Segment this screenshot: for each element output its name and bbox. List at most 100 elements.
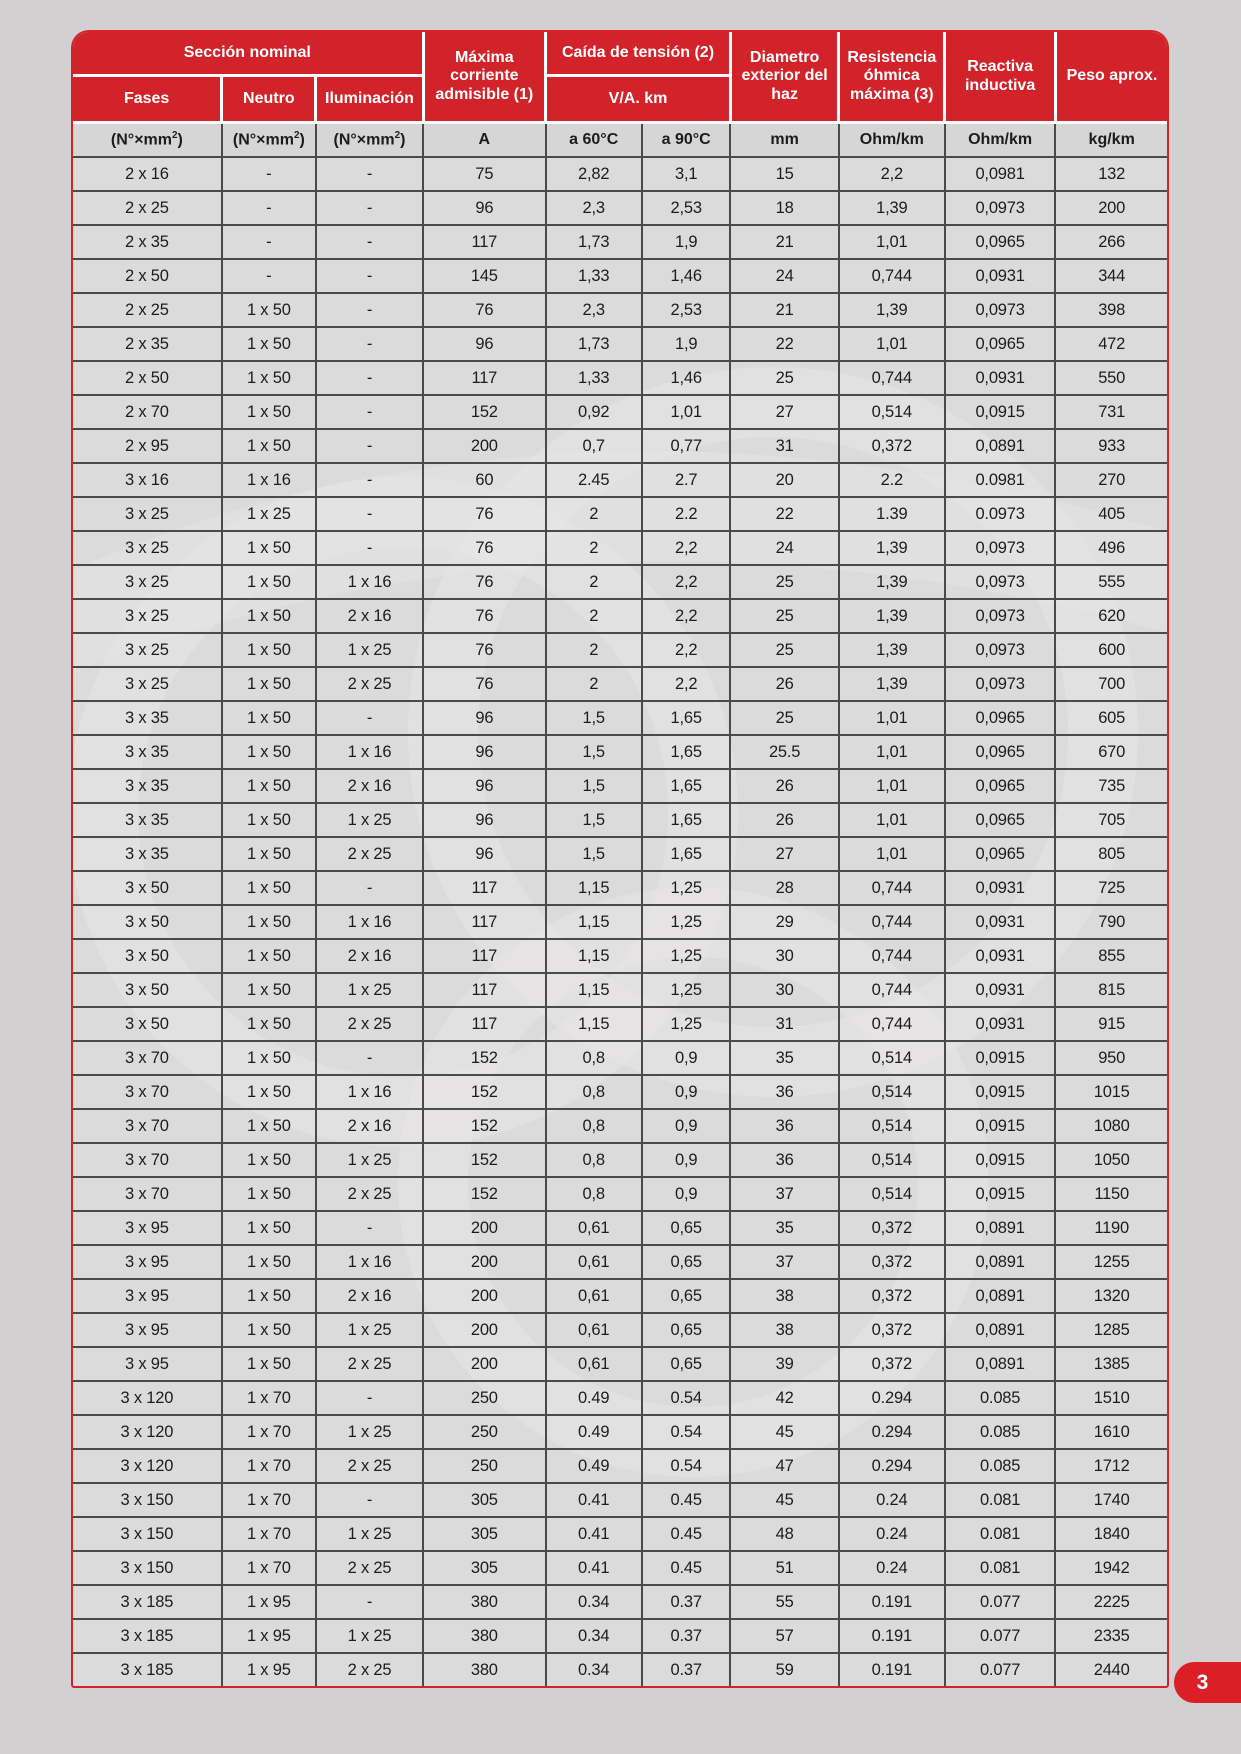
table-row: 3 x 95 1 x 50 2 x 16 200 0,61 0,65 38 0,372 0,08… [73,1278,1167,1314]
cell: 117 [422,224,547,260]
cell: 0,744 [837,972,946,1008]
cell: 0,65 [640,1278,732,1314]
cell: 1,01 [837,700,946,736]
cell: 200 [422,1278,547,1314]
table-row: 3 x 35 1 x 50 2 x 25 96 1,5 1,65 27 1,01 0,0965 8… [73,836,1167,872]
cell: 1610 [1054,1414,1167,1450]
cell: 2440 [1054,1652,1167,1686]
table-row: 3 x 70 1 x 50-152 0,8 0,9 35 0,514 0,0915 950 [73,1040,1167,1076]
cell: 1 x 70 [220,1482,317,1518]
cell: 3 x 185 [73,1618,223,1654]
cell: 96 [422,700,547,736]
cell: 26 [729,666,840,702]
cell: 1 x 16 [220,462,317,498]
cell: 31 [729,428,840,464]
cell: 3 x 35 [73,700,223,736]
cell: 2,53 [640,292,732,328]
cell: 1,39 [837,598,946,634]
cell: 0,0973 [943,564,1057,600]
cell: 950 [1054,1040,1167,1076]
cell: 0,65 [640,1346,732,1382]
cell: 0,0891 [943,1210,1057,1246]
cell: 1 x 50 [220,598,317,634]
cell: 26 [729,768,840,804]
cell: 2,2 [640,564,732,600]
cell: 731 [1054,394,1167,430]
cell: 96 [422,734,547,770]
cell: 0.54 [640,1414,732,1450]
cell: 0,0931 [943,938,1057,974]
col-header-fases: Fases [73,74,224,124]
col-header-iluminacion: Iluminación [314,74,425,124]
cell: 1 x 50 [220,428,317,464]
cell: 2 x 35 [73,326,223,362]
cell: 2 [544,530,643,566]
cell: 815 [1054,972,1167,1008]
cell: 200 [422,428,547,464]
cell: 0,61 [544,1278,643,1314]
table-row: 3 x 70 1 x 50 1 x 25 152 0,8 0,9 36 0,514 0,0915… [73,1142,1167,1178]
cell: 152 [422,1142,547,1178]
cell: 35 [729,1210,840,1246]
cell: 1 x 50 [220,326,317,362]
cell: 21 [729,292,840,328]
cell: 0,0931 [943,870,1057,906]
cell: 1015 [1054,1074,1167,1110]
cell: 1,39 [837,292,946,328]
cell: 200 [422,1244,547,1280]
cell: 0.49 [544,1380,643,1416]
table-row: 3 x 95 1 x 50 1 x 16 200 0,61 0,65 37 0,372 0,08… [73,1244,1167,1280]
cell: 0,744 [837,360,946,396]
unit-cell: kg/km [1054,122,1167,158]
cell: 1,15 [544,870,643,906]
cell: 0,65 [640,1210,732,1246]
cell: - [314,700,425,736]
cell: 1,5 [544,700,643,736]
cell: 1,5 [544,734,643,770]
unit-cell: (N°×mm2) [73,122,223,158]
cell: 2.45 [544,462,643,498]
col-header-va-km: V/A. km [544,74,731,124]
cell: 145 [422,258,547,294]
cell: 855 [1054,938,1167,974]
cell: 0,8 [544,1176,643,1212]
cell: 0,372 [837,1278,946,1314]
cell: 266 [1054,224,1167,260]
cell: 35 [729,1040,840,1076]
cell: 1,39 [837,666,946,702]
cell: 0,514 [837,1108,946,1144]
cell: 1 x 25 [314,1618,425,1654]
cell: 1 x 25 [314,1142,425,1178]
table-row: 3 x 70 1 x 50 2 x 25 152 0,8 0,9 37 0,514 0,0915… [73,1176,1167,1212]
cell: - [314,1584,425,1620]
cell: 200 [422,1346,547,1382]
table-row: 2 x 35 1 x 50-96 1,73 1,9 22 1,01 0,0965 472 [73,326,1167,362]
cell: 0,0915 [943,1176,1057,1212]
cell: 1,39 [837,564,946,600]
cell: 1 x 50 [220,360,317,396]
cell: 47 [729,1448,840,1484]
table-row: 2 x 35- -117 1,73 1,9 21 1,01 0,0965 266 [73,224,1167,260]
cell: 380 [422,1618,547,1654]
cell: 1,46 [640,258,732,294]
cell: 1 x 50 [220,1312,317,1348]
cell: 0.077 [943,1584,1057,1620]
cell: 76 [422,632,547,668]
cell: 1 x 25 [314,632,425,668]
cell: 59 [729,1652,840,1686]
cell: 0,514 [837,1040,946,1076]
cell: 3 x 70 [73,1040,223,1076]
cell: - [220,190,317,226]
cell: 2335 [1054,1618,1167,1654]
table-row: 3 x 25 1 x 50 1 x 16 76 2 2,2 25 1,39 0,0973 555 [73,564,1167,600]
cell: 2,2 [640,530,732,566]
cell: 1740 [1054,1482,1167,1518]
cell: 0,0931 [943,258,1057,294]
unit-cell: a 60°C [544,122,643,158]
cell: 3 x 25 [73,564,223,600]
cell: 0,0931 [943,972,1057,1008]
cell: 0,372 [837,1210,946,1246]
cell: 0.54 [640,1380,732,1416]
table-row: 3 x 25 1 x 50 2 x 25 76 2 2,2 26 1,39 0,0973 700 [73,666,1167,702]
cell: 2 x 25 [314,1006,425,1042]
